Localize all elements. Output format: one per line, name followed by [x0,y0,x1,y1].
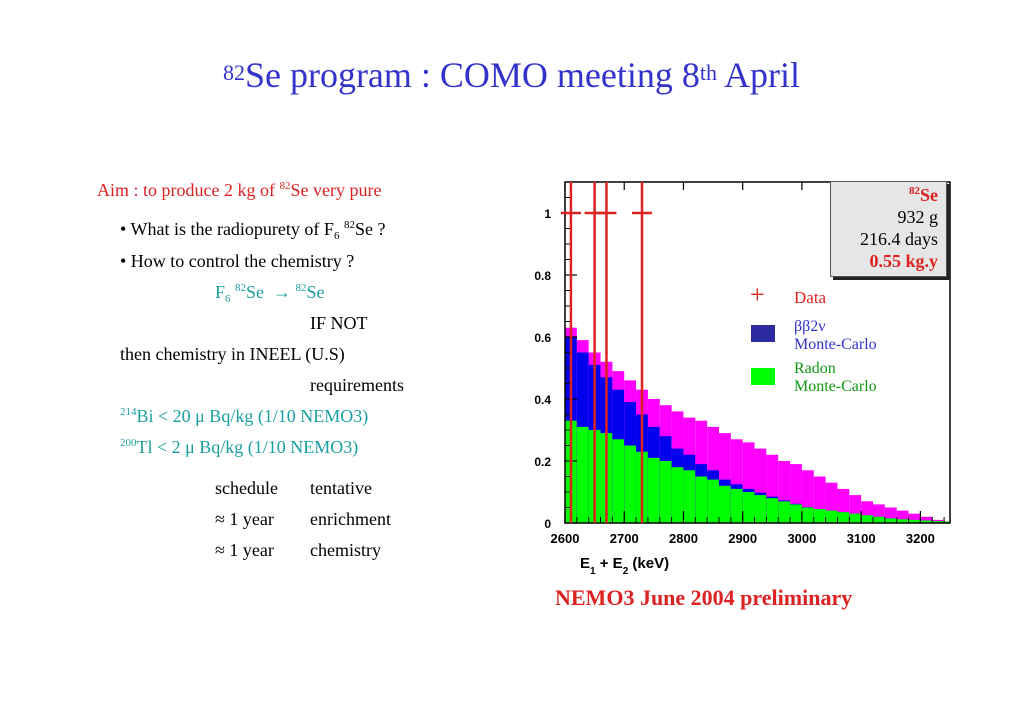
legend-data-label: Data [794,288,827,307]
x-tick-label: 3200 [906,531,935,546]
magenta-bar [837,488,850,523]
magenta-bar [813,476,826,523]
green-bar [576,426,589,523]
reaction-line: F6 82Se → 82Se [215,282,325,305]
green-bar [896,519,909,523]
green-bar [778,501,791,523]
schedule-col2-row1: enrichment [310,509,391,529]
x-tick-label: 3100 [847,531,876,546]
green-bar [671,467,684,523]
magenta-bar [730,439,743,523]
magenta-bar [873,504,885,523]
green-bar [707,479,719,523]
green-bar [920,520,933,523]
green-bar [683,470,696,523]
magenta-bar [884,507,897,523]
green-bar [719,485,731,523]
legend-data-marker: + [750,280,765,309]
run-info-box: 82Se 932 g 216.4 days 0.55 kg.y [830,181,947,277]
legend-radon-label: Radon Monte-Carlo [794,360,877,395]
green-bar [624,445,637,523]
x-tick-label: 3000 [787,531,816,546]
schedule-col2-row0: tentative [310,478,372,498]
schedule-col2-row2: chemistry [310,540,381,560]
y-tick-label: 0.6 [534,331,551,345]
schedule-col1-row1: ≈ 1 year [215,509,274,529]
green-bar [730,488,743,523]
chart-caption: NEMO3 June 2004 preliminary [555,585,853,610]
magenta-bar [896,510,909,523]
if-not-label: IF NOT [310,313,368,333]
magenta-bar [719,433,731,523]
x-axis-label: E1 + E2 (keV) [580,555,669,577]
requirement-tl: 200Tl < 2 μ Bq/kg (1/10 NEMO3) [120,437,359,457]
days-value: 216.4 days [860,229,938,249]
schedule-col1-row2: ≈ 1 year [215,540,274,560]
x-tick-label: 2600 [551,531,580,546]
green-bar [884,518,897,523]
y-tick-label: 0.8 [534,269,551,283]
legend-bb-swatch [751,325,775,342]
y-tick-label: 0.4 [534,393,551,407]
magenta-bar [778,461,791,523]
green-bar [647,457,660,523]
magenta-bar [801,470,814,523]
page-title: 82Se program : COMO meeting 8th April [222,55,801,95]
bullet-chemistry: • How to control the chemistry ? [120,251,355,271]
histogram-chart: 0 0.2 0.4 0.6 0.8 1 2600 2700 2800 2900 3000 3100 3… [534,181,951,577]
y-tick-label: 0 [544,517,551,531]
isotope-label: 82Se [909,185,938,205]
magenta-bar [908,513,921,523]
magenta-bar [920,516,933,523]
green-bar [695,476,708,523]
bullet-radiopurity: • What is the radiopurety of F6 82Se ? [120,219,386,242]
x-tick-label: 2800 [669,531,698,546]
histogram-bars [565,327,950,523]
then-chemistry-line: then chemistry in INEEL (U.S) [120,344,345,364]
green-bar [932,521,945,523]
x-tick-label: 2700 [610,531,639,546]
magenta-bar [766,454,779,523]
green-bar [813,509,826,523]
green-bar [754,495,767,523]
green-bar [742,492,755,523]
requirements-label: requirements [310,375,404,395]
green-bar [944,521,950,523]
green-bar [849,513,862,523]
green-bar [790,504,802,523]
green-bar [825,510,838,523]
green-bar [766,498,779,523]
green-bar [908,519,921,523]
magenta-bar [825,482,838,523]
magenta-bar [861,501,873,523]
y-tick-label: 0.2 [534,455,551,469]
y-tick-label: 1 [544,207,551,221]
magenta-bar [754,448,767,523]
green-bar [873,516,885,523]
aim-line: Aim : to produce 2 kg of 82Se very pure [97,180,382,200]
mass-value: 932 g [897,207,939,227]
green-bar [659,461,672,523]
data-points [560,182,652,523]
legend-radon-swatch [751,368,775,385]
green-bar [612,439,625,523]
x-tick-label: 2900 [728,531,757,546]
schedule-col1-row0: schedule [215,478,278,498]
green-bar [837,512,850,523]
magenta-bar [790,464,802,523]
green-bar [861,515,873,523]
magenta-bar [849,495,862,523]
magenta-bar [742,442,755,523]
legend-bb-label: ββ2ν Monte-Carlo [794,318,877,353]
green-bar [801,507,814,523]
exposure-value: 0.55 kg.y [869,251,938,271]
requirement-bi: 214Bi < 20 μ Bq/kg (1/10 NEMO3) [120,406,369,426]
x-axis-ticks: 2600 2700 2800 2900 3000 3100 3200 [551,182,945,546]
